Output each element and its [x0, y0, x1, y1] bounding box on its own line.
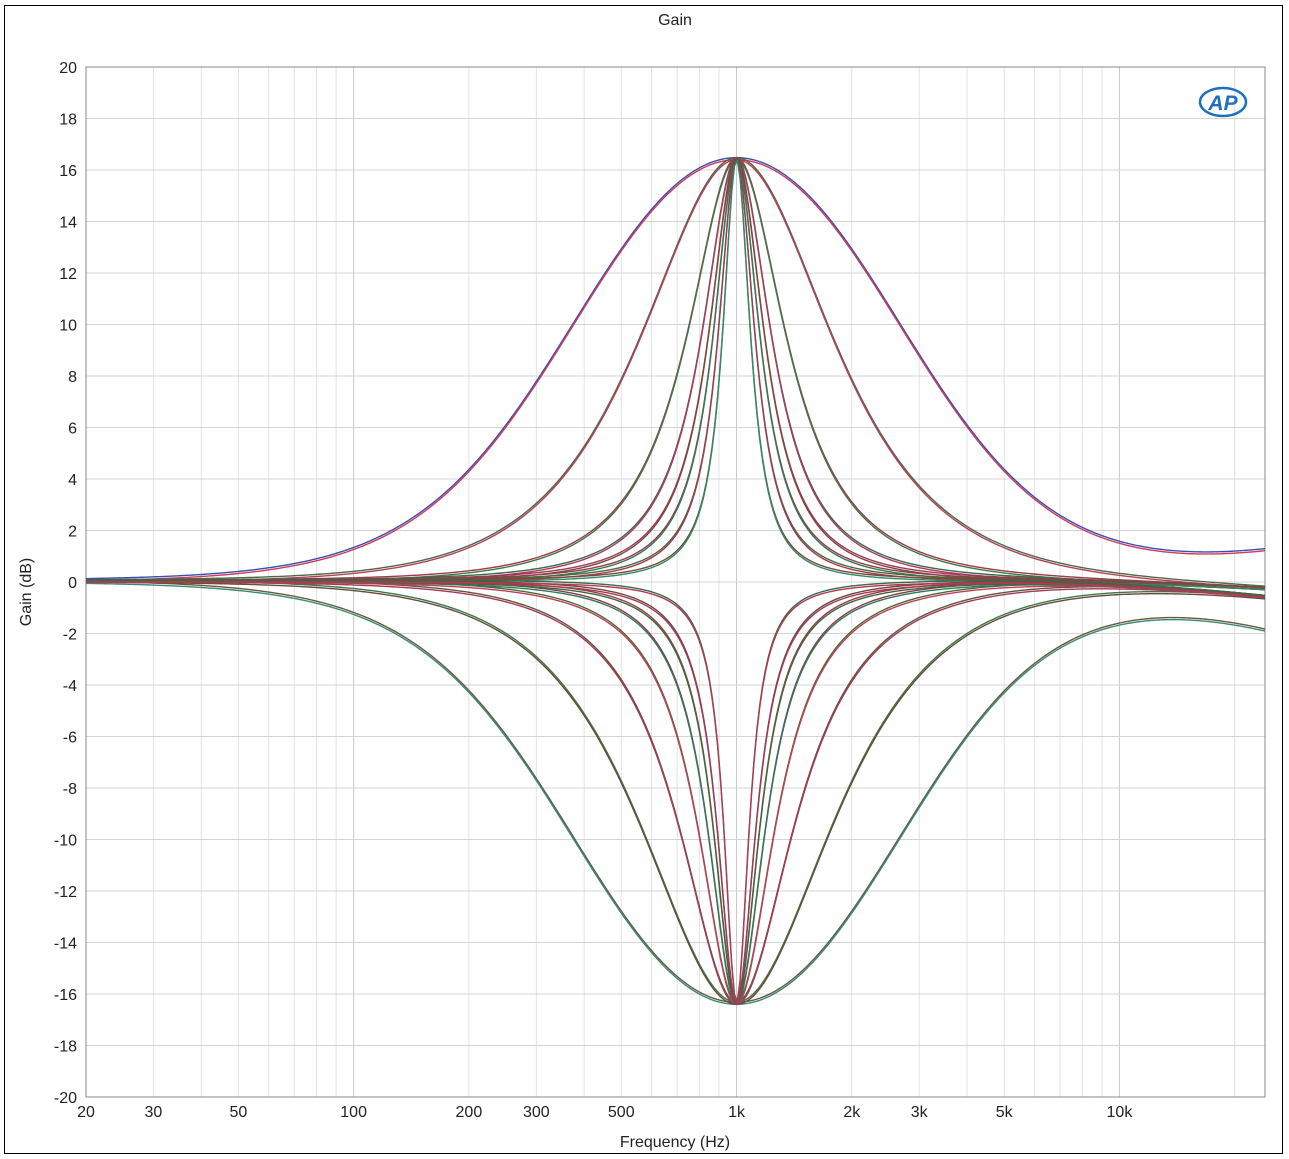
- svg-text:AP: AP: [1207, 92, 1238, 115]
- series-line-cut-9: [85, 581, 1266, 1005]
- y-tick-label: -10: [54, 833, 77, 850]
- y-tick-label: 4: [68, 472, 77, 489]
- y-tick-label: -6: [63, 730, 77, 747]
- y-tick-label: 12: [59, 266, 77, 283]
- series-line-boost-2: [86, 159, 1266, 591]
- series-line-cut-15: [86, 581, 1266, 1006]
- x-axis-label: Frequency (Hz): [620, 1134, 730, 1151]
- series-line-cut-13-b: [86, 579, 1266, 1004]
- x-tick-label: 500: [608, 1104, 635, 1121]
- x-tick-label: 1k: [728, 1104, 746, 1121]
- ap-logo-icon: AP: [1198, 86, 1248, 118]
- series-line-cut-15-b: [86, 579, 1266, 1004]
- series-line-cut-8-b: [85, 580, 1266, 1003]
- x-tick-label: 30: [145, 1104, 163, 1121]
- series-line-cut-11: [86, 581, 1266, 1005]
- series-line-boost-2-b: [86, 156, 1266, 588]
- y-tick-label: 20: [59, 60, 77, 77]
- series-line-cut-14: [86, 581, 1266, 1006]
- series-line-boost-1-b: [85, 156, 1266, 587]
- series-line-cut-12: [86, 581, 1266, 1005]
- series-line-boost-5: [86, 158, 1266, 591]
- y-tick-label: 6: [68, 421, 77, 438]
- series-line-boost-0: [85, 158, 1266, 582]
- x-tick-label: 5k: [996, 1104, 1014, 1121]
- y-tick-label: -20: [54, 1090, 77, 1107]
- y-axis-label: Gain (dB): [18, 558, 35, 626]
- x-tick-label: 2k: [843, 1104, 861, 1121]
- series-line-cut-14-b: [86, 579, 1266, 1004]
- y-tick-label: 18: [59, 112, 77, 129]
- chart-title: Gain: [658, 12, 692, 29]
- series-line-boost-3-b: [86, 156, 1266, 589]
- tick-labels: 20 30 50 100 200 300 500 1k 2k 3k 5k 10k20181614121…: [54, 60, 1133, 1121]
- series-line-boost-4-b: [86, 156, 1266, 589]
- series-line-boost-7: [86, 158, 1266, 591]
- x-tick-label: 100: [340, 1104, 367, 1121]
- x-tick-label: 200: [456, 1104, 483, 1121]
- series-line-boost-3: [86, 159, 1266, 591]
- y-tick-label: -14: [54, 936, 77, 953]
- series-line-cut-12-b: [86, 579, 1266, 1003]
- y-tick-label: 2: [68, 524, 77, 541]
- x-tick-label: 3k: [911, 1104, 929, 1121]
- y-tick-label: 0: [68, 575, 77, 592]
- series-line-boost-4: [86, 158, 1266, 591]
- series-line-cut-13: [86, 581, 1266, 1006]
- y-tick-label: 14: [59, 215, 77, 232]
- y-tick-label: 8: [68, 369, 77, 386]
- series-line-boost-5-b: [86, 156, 1266, 589]
- series-line-boost-0-b: [85, 156, 1266, 580]
- y-tick-label: -12: [54, 884, 77, 901]
- x-tick-label: 20: [77, 1104, 95, 1121]
- series-line-cut-9-b: [85, 579, 1266, 1003]
- y-tick-label: -2: [63, 627, 77, 644]
- series-line-cut-10-b: [86, 579, 1266, 1003]
- x-tick-label: 10k: [1107, 1104, 1134, 1121]
- x-tick-label: 50: [229, 1104, 247, 1121]
- y-tick-label: -16: [54, 987, 77, 1004]
- series-line-boost-1: [85, 159, 1266, 589]
- x-tick-label: 300: [523, 1104, 550, 1121]
- y-tick-label: -4: [63, 678, 77, 695]
- series-line-cut-10: [86, 581, 1266, 1005]
- y-tick-label: 16: [59, 163, 77, 180]
- series-line-cut-11-b: [86, 579, 1266, 1003]
- y-tick-label: -18: [54, 1039, 77, 1056]
- y-tick-label: -8: [63, 781, 77, 798]
- series-line-boost-6-b: [86, 156, 1266, 589]
- series-line-boost-7-b: [86, 156, 1266, 589]
- series-line-cut-8: [85, 582, 1266, 1006]
- series-group: [85, 156, 1266, 1006]
- y-tick-label: 10: [59, 318, 77, 335]
- series-line-boost-6: [86, 158, 1266, 591]
